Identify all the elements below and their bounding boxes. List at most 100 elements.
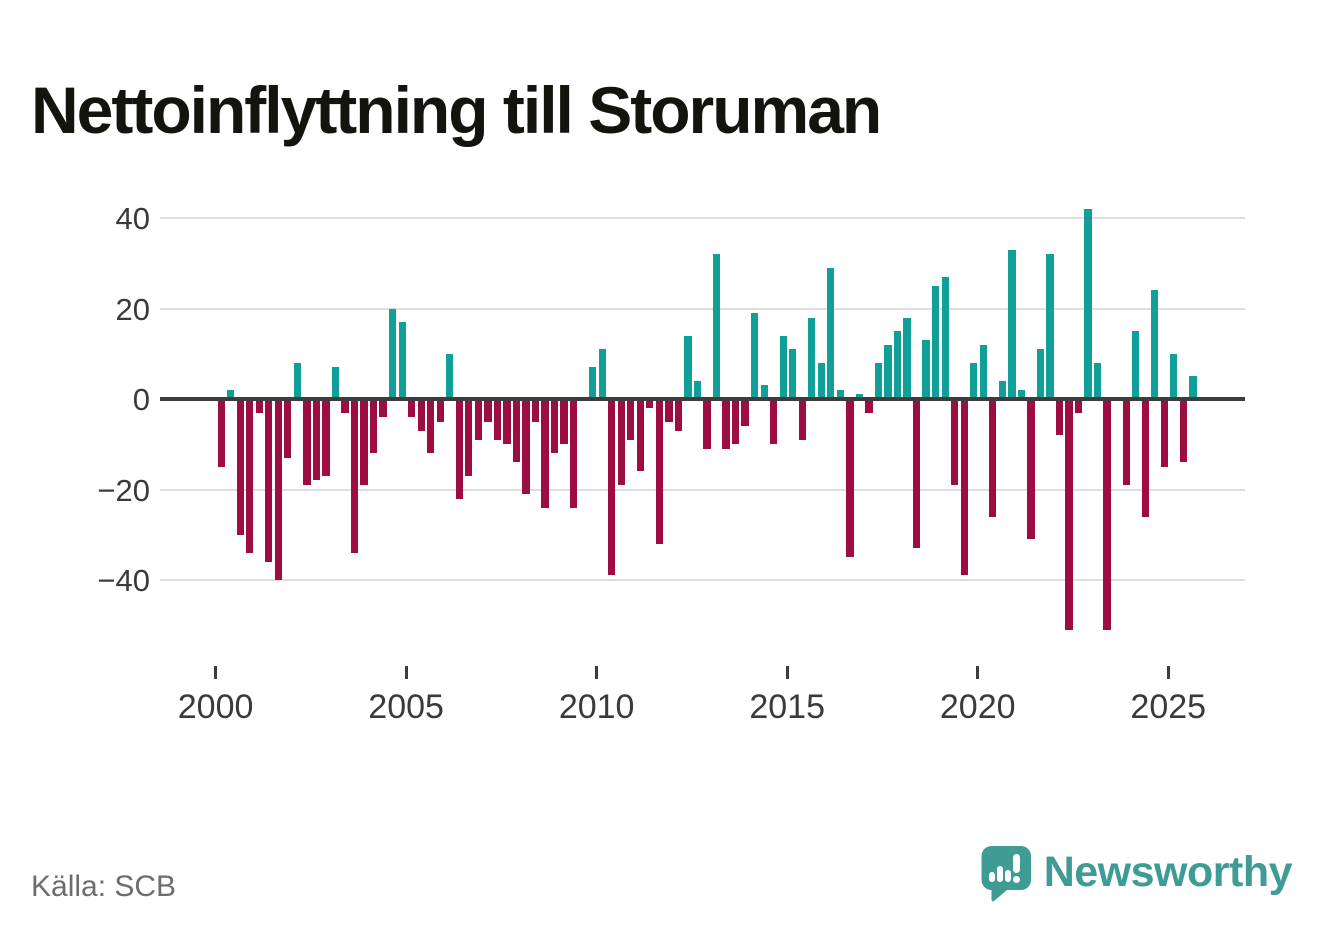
bar-2014Q1 <box>750 313 759 399</box>
x-tick-2010 <box>595 666 599 679</box>
bar-2019Q1 <box>941 276 949 399</box>
x-tick-2005 <box>404 666 408 679</box>
bar-2011Q1 <box>636 399 644 472</box>
bar-2017Q4 <box>893 331 902 399</box>
bar-2007Q1 <box>484 399 492 422</box>
bar-2024Q2 <box>1141 399 1149 517</box>
bar-2008Q4 <box>550 399 559 454</box>
bar-2013Q4 <box>741 399 749 427</box>
bar-2025Q3 <box>1189 376 1197 399</box>
bar-2020Q3 <box>998 380 1006 399</box>
bar-2006Q1 <box>446 353 454 399</box>
bar-2003Q4 <box>360 399 368 485</box>
bar-chart-speech-bubble-icon <box>981 846 1031 907</box>
bar-2007Q4 <box>512 399 521 463</box>
bar-2018Q3 <box>922 340 930 399</box>
bar-2004Q2 <box>379 399 387 418</box>
bar-2001Q3 <box>274 399 282 580</box>
bar-2024Q3 <box>1151 290 1159 399</box>
bar-2009Q1 <box>560 399 568 445</box>
bar-2018Q2 <box>912 399 921 549</box>
bar-2005Q3 <box>427 399 435 454</box>
bar-2008Q3 <box>541 399 549 508</box>
bar-2023Q1 <box>1093 362 1102 399</box>
x-tick-label-2015: 2015 <box>749 688 825 726</box>
bar-2000Q1 <box>217 399 225 467</box>
bar-2011Q2 <box>646 399 654 409</box>
bar-2018Q1 <box>903 317 911 399</box>
bar-2003Q1 <box>331 367 340 399</box>
bar-2019Q4 <box>970 362 978 399</box>
bar-2002Q3 <box>312 399 321 481</box>
bar-2004Q3 <box>388 308 397 399</box>
bar-2015Q2 <box>798 399 806 440</box>
zero-axis-line <box>160 397 1245 401</box>
bar-2022Q1 <box>1055 399 1064 436</box>
y-tick-label: 40 <box>115 201 150 236</box>
newsworthy-wordmark: Newsworthy <box>1043 848 1293 896</box>
y-tick-label: −20 <box>97 472 150 508</box>
x-tick-label-2025: 2025 <box>1130 688 1207 726</box>
y-tick-label: 0 <box>132 382 150 417</box>
bar-2021Q3 <box>1036 349 1045 399</box>
bar-2025Q1 <box>1170 353 1178 399</box>
x-tick-label-2005: 2005 <box>368 688 444 726</box>
x-tick-2020 <box>976 666 980 679</box>
bar-2016Q2 <box>836 389 845 399</box>
bar-2003Q3 <box>350 399 359 553</box>
bar-2004Q1 <box>369 399 378 454</box>
bar-2001Q1 <box>255 399 263 413</box>
bar-2023Q2 <box>1103 399 1111 630</box>
bar-2004Q4 <box>398 322 406 399</box>
bar-2017Q3 <box>884 344 892 399</box>
gridline <box>160 579 1245 581</box>
page-title: Nettoinflyttning till Storuman <box>31 73 882 148</box>
bar-2006Q2 <box>455 399 463 499</box>
bar-2024Q4 <box>1160 399 1168 467</box>
bar-2005Q4 <box>436 399 444 422</box>
bar-2006Q3 <box>465 399 473 476</box>
bar-2021Q1 <box>1017 389 1026 399</box>
bar-2010Q1 <box>598 349 606 399</box>
bar-2016Q4 <box>855 394 864 399</box>
bar-2001Q4 <box>284 399 292 458</box>
x-tick-label-2010: 2010 <box>558 688 635 726</box>
bar-2012Q1 <box>674 399 683 431</box>
gridline <box>160 488 1245 491</box>
bar-2020Q2 <box>989 399 997 517</box>
bar-2013Q3 <box>731 399 740 445</box>
bar-2014Q2 <box>760 385 768 399</box>
bar-2009Q2 <box>569 399 578 508</box>
gridline <box>160 217 1245 219</box>
bar-2012Q3 <box>693 380 702 399</box>
x-tick-2000 <box>214 666 218 679</box>
bar-2019Q2 <box>951 399 959 485</box>
x-tick-2015 <box>785 666 789 679</box>
bar-2021Q2 <box>1027 399 1035 540</box>
bar-2025Q2 <box>1179 399 1187 463</box>
bar-2016Q3 <box>846 399 854 558</box>
bar-2002Q4 <box>322 399 330 476</box>
bar-2017Q2 <box>874 362 883 399</box>
bar-2012Q4 <box>703 399 711 449</box>
newsworthy-logo: Newsworthy <box>981 846 1293 902</box>
bar-2007Q3 <box>503 399 511 445</box>
x-tick-label-2000: 2000 <box>177 688 254 726</box>
bar-2019Q3 <box>960 399 968 576</box>
x-tick-2025 <box>1166 666 1170 679</box>
bar-2000Q4 <box>246 399 254 553</box>
bar-2000Q2 <box>227 389 235 399</box>
bar-2016Q1 <box>827 267 835 399</box>
bar-2022Q4 <box>1084 208 1092 399</box>
bar-2002Q2 <box>303 399 311 485</box>
x-tick-label-2020: 2020 <box>939 688 1016 726</box>
bar-2008Q2 <box>531 399 540 422</box>
bar-2013Q2 <box>722 399 730 449</box>
bar-2007Q2 <box>493 399 502 440</box>
bar-2013Q1 <box>712 254 721 399</box>
bar-2021Q4 <box>1046 254 1054 399</box>
y-tick-label: 20 <box>115 291 150 327</box>
bar-2015Q4 <box>817 362 825 399</box>
bar-2022Q3 <box>1074 399 1083 413</box>
